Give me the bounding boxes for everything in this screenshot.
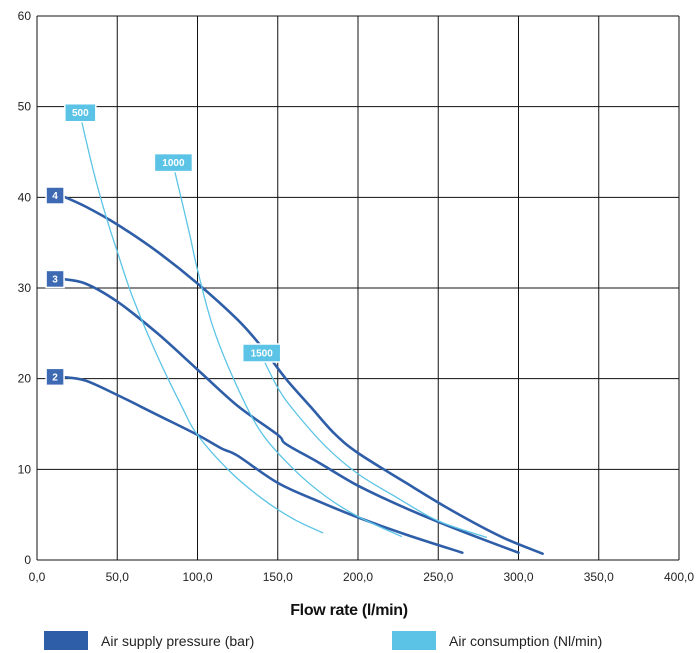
x-tick-label-8: 400,0	[664, 570, 694, 584]
curves	[59, 115, 544, 555]
series-tag-4	[45, 186, 65, 205]
series-tag-label-1500: 1500	[251, 349, 274, 360]
x-tick-label-6: 300,0	[503, 570, 533, 584]
y-tick-label-5: 50	[18, 100, 32, 114]
series-line-1500	[261, 355, 488, 538]
series-tag-500	[64, 102, 97, 123]
series-tag-1500	[241, 343, 282, 363]
series-tag-label-3: 3	[52, 274, 58, 285]
y-tick-label-6: 60	[18, 9, 32, 23]
x-tick-label-4: 200,0	[343, 570, 373, 584]
legend-swatch-pressure	[44, 631, 88, 650]
x-tick-label-5: 250,0	[423, 570, 453, 584]
series-tag-2	[45, 367, 65, 387]
series-tag-label-2: 2	[52, 372, 58, 383]
legend-label-consumption: Air consumption (Nl/min)	[449, 633, 602, 649]
grid	[36, 15, 680, 561]
series-tag-1000	[153, 152, 194, 173]
series-tag-label-1000: 1000	[162, 158, 185, 169]
series-line-2	[59, 375, 464, 554]
curve-tags: 4 3 2 500 1000 1500	[45, 102, 282, 387]
x-tick-label-3: 150,0	[263, 570, 293, 584]
axis-ticks: 0,0 50,0 100,0 150,0 200,0 250,0 300,0 350,0 400…	[18, 9, 695, 584]
series-tag-label-4: 4	[52, 191, 58, 202]
y-tick-label-2: 20	[18, 372, 32, 386]
x-axis-label: Flow rate (l/min)	[290, 602, 408, 619]
x-tick-label-2: 100,0	[182, 570, 212, 584]
y-tick-label-3: 30	[18, 281, 32, 295]
legend-swatch-consumption	[392, 631, 436, 650]
y-tick-label-1: 10	[18, 462, 32, 476]
legend-label-pressure: Air supply pressure (bar)	[101, 633, 254, 649]
x-tick-label-7: 350,0	[584, 570, 614, 584]
x-tick-label-1: 50,0	[106, 570, 130, 584]
series-line-1000	[172, 164, 402, 538]
series-line-3	[59, 277, 520, 554]
series-tag-label-500: 500	[72, 108, 89, 119]
x-tick-label-0: 0,0	[29, 570, 46, 584]
y-tick-label-4: 40	[18, 190, 32, 204]
legend: Air supply pressure (bar) Air consumptio…	[44, 631, 602, 650]
series-tag-3	[45, 269, 65, 289]
y-tick-label-0: 0	[24, 553, 31, 567]
series-line-4	[59, 194, 544, 555]
series-line-500	[79, 115, 324, 534]
